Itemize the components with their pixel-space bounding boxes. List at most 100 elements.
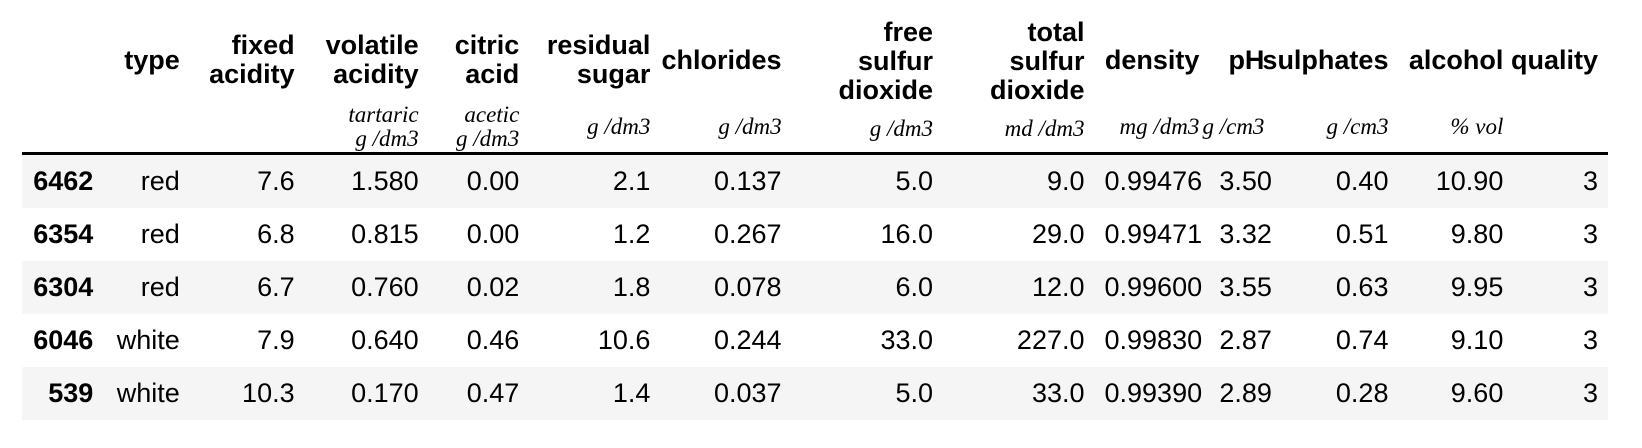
cell-citric-acid: 0.46 [466,325,520,355]
cell-chlorides: 0.078 [713,272,782,302]
header-row: type fixed acidity volatile acidity tartari… [22,8,1608,155]
cell-free-sulfur-dioxide: 16.0 [880,219,934,249]
cell-sulphates: 0.28 [1335,378,1389,408]
cell-total-sulfur-dioxide: 33.0 [1031,378,1085,408]
cell-sulphates: 0.63 [1335,272,1389,302]
column-label: density [1104,44,1200,75]
column-header-alcohol: alcohol % vol [1398,8,1514,155]
table-row: 6304 red 6.7 0.760 0.02 1.8 0.078 6.0 12.0 0.9960… [22,261,1608,314]
column-header-residual-sugar: residual sugar g /dm3 [529,8,661,155]
cell-free-sulfur-dioxide: 5.0 [895,166,934,196]
column-label-box: type [113,18,180,102]
column-header-wrap: fixed acidity [200,18,295,152]
cell-density: 0.99600 [1104,272,1203,302]
cell-citric-acid: 0.00 [466,219,520,249]
notebook-output-area: type fixed acidity volatile acidity tartari… [0,8,1642,448]
column-unit: g /dm3 [355,126,419,151]
cell-free-sulfur-dioxide: 33.0 [880,325,934,355]
column-units-box: md /dm3 [953,105,1085,152]
cell-volatile-acidity: 0.170 [351,378,419,408]
cell-quality: 3 [1582,325,1598,355]
column-label-box: pH [1219,18,1264,102]
cell-chlorides: 0.137 [713,166,782,196]
cell-residual-sugar: 1.8 [612,272,651,302]
column-label: total sulfur dioxide [989,17,1085,105]
cell-type: red [140,219,180,249]
cell-volatile-acidity: 1.580 [351,166,419,196]
column-label-box: chlorides [662,18,782,102]
cell-alcohol: 9.10 [1450,325,1504,355]
column-header-citric-acid: citric acid acetic g /dm3 [428,8,530,155]
column-label-box: residual sugar [539,18,651,102]
cell-density: 0.99471 [1104,219,1203,249]
cell-type: white [116,378,180,408]
cell-residual-sugar: 10.6 [597,325,651,355]
column-label-box: total sulfur dioxide [953,17,1085,105]
cell-volatile-acidity: 0.815 [351,219,419,249]
column-header-wrap: chlorides g /dm3 [662,18,782,152]
column-label-box: density [1105,18,1200,102]
cell-citric-acid: 0.47 [466,378,520,408]
table-row: 539 white 10.3 0.170 0.47 1.4 0.037 5.0 33.0 0.99… [22,367,1608,420]
row-index-cell: 6046 [33,325,94,355]
column-label-box: citric acid [439,18,520,102]
column-header-pH: pH g /cm3 [1202,8,1275,155]
column-units-box: g /cm3 [1202,102,1264,152]
cell-density: 0.99830 [1104,325,1203,355]
column-header-sulphates: sulphates g /cm3 [1262,8,1399,155]
cell-sulphates: 0.51 [1335,219,1389,249]
column-label: chlorides [661,44,782,75]
column-unit: acetic [464,102,520,127]
column-units-box: g /dm3 [802,105,933,152]
cell-free-sulfur-dioxide: 6.0 [895,272,934,302]
column-unit: g /cm3 [1202,114,1265,139]
column-header-volatile-acidity: volatile acidity tartaric g /dm3 [304,8,429,155]
row-index-cell: 6304 [33,272,94,302]
cell-density: 0.99476 [1104,166,1203,196]
cell-residual-sugar: 2.1 [612,166,651,196]
cell-pH: 2.89 [1219,378,1272,408]
column-units-box [113,102,179,152]
column-header-type: type [103,8,190,155]
cell-total-sulfur-dioxide: 227.0 [1016,325,1085,355]
column-unit: % vol [1450,114,1504,139]
column-label-box: fixed acidity [200,18,295,102]
cell-alcohol: 10.90 [1435,166,1504,196]
column-header-density: density mg /dm3 [1094,8,1210,155]
column-units-box [200,102,295,152]
cell-type: red [140,272,180,302]
column-label: sulphates [1262,44,1389,75]
cell-fixed-acidity: 10.3 [242,378,295,408]
column-header-quality: quality [1511,8,1608,155]
dataframe-body: 6462 red 7.6 1.580 0.00 2.1 0.137 5.0 9.0 0.99476… [22,153,1608,420]
row-index-cell: 539 [48,378,94,408]
column-header-total-sulfur-dioxide: total sulfur dioxide md /dm3 [943,8,1095,155]
row-index-cell: 6462 [33,166,94,196]
cell-quality: 3 [1582,219,1598,249]
column-label: residual sugar [546,30,651,89]
column-unit: md /dm3 [1004,115,1085,141]
cell-fixed-acidity: 7.9 [257,325,295,355]
cell-total-sulfur-dioxide: 29.0 [1031,219,1085,249]
cell-fixed-acidity: 7.6 [257,166,295,196]
cell-chlorides: 0.037 [713,378,782,408]
cell-alcohol: 9.95 [1450,272,1504,302]
column-header-index [22,8,104,155]
column-label-box: alcohol [1408,18,1504,102]
column-header-fixed-acidity: fixed acidity [189,8,305,155]
column-units-box: g /cm3 [1284,102,1389,152]
cell-residual-sugar: 1.2 [612,219,651,249]
column-units-box: g /dm3 [539,102,650,152]
column-units-box: % vol [1408,102,1503,152]
cell-type: red [140,166,180,196]
cell-citric-acid: 0.02 [466,272,520,302]
column-header-wrap: sulphates g /cm3 [1262,18,1389,152]
column-units-box: tartaric g /dm3 [315,102,419,152]
column-label-box: volatile acidity [315,18,419,102]
column-units-box: mg /dm3 [1105,102,1200,152]
column-label: type [124,44,180,75]
cell-sulphates: 0.40 [1335,166,1389,196]
cell-total-sulfur-dioxide: 12.0 [1031,272,1085,302]
column-unit: tartaric [348,102,419,127]
table-row: 6462 red 7.6 1.580 0.00 2.1 0.137 5.0 9.0 0.99476… [22,153,1608,208]
